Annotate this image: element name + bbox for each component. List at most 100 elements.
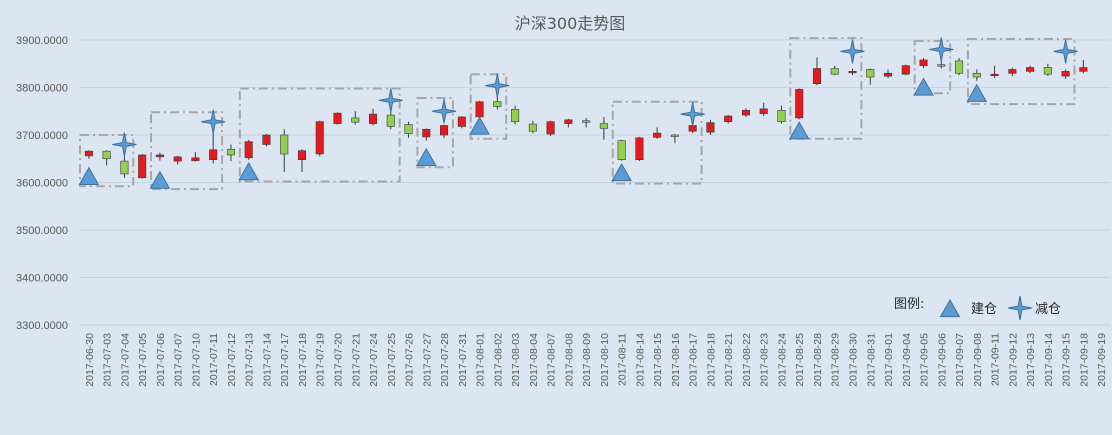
candle: [511, 105, 520, 125]
candle: [635, 136, 644, 162]
x-tick-label: 2017-07-06: [155, 333, 167, 387]
candle: [883, 69, 893, 78]
chart-title: 沪深300走势图: [515, 14, 626, 33]
candle: [226, 144, 235, 162]
highlight-box: [611, 100, 703, 185]
candle-body-down: [617, 140, 626, 160]
reduce-marker: [929, 37, 954, 62]
candle-body-down: [528, 123, 537, 132]
y-tick-label: 3300.0000: [16, 320, 68, 332]
x-tick-label: 2017-09-18: [1078, 333, 1090, 387]
x-tick-label: 2017-07-11: [208, 333, 220, 386]
candle: [209, 132, 218, 164]
reduce-marker: [112, 132, 137, 157]
candle: [262, 134, 271, 147]
reduce-marker: [485, 73, 510, 98]
x-tick-label: 2017-08-02: [492, 333, 504, 387]
candle-body-down: [937, 64, 946, 67]
x-tick-label: 2017-07-19: [315, 333, 327, 387]
candle: [564, 118, 573, 128]
candle: [546, 120, 555, 136]
candle: [440, 124, 449, 139]
candle: [795, 88, 804, 120]
candle-body-up: [84, 150, 93, 157]
x-tick-label: 2017-07-10: [190, 333, 202, 387]
candle-body-down: [599, 123, 608, 129]
highlight-boxes: [79, 37, 1076, 191]
build-marker: [238, 162, 260, 181]
highlight-box: [913, 39, 952, 95]
candle: [422, 128, 431, 141]
x-tick-label: 2017-08-11: [617, 333, 629, 386]
candle: [244, 139, 253, 160]
x-tick-label: 2017-09-13: [1025, 333, 1037, 387]
candle-body-down: [511, 109, 520, 122]
candle: [404, 121, 413, 138]
candle-body-down: [670, 134, 679, 137]
x-tick-label: 2017-08-15: [652, 333, 664, 387]
x-tick-label: 2017-08-28: [812, 333, 824, 387]
candle: [191, 152, 200, 162]
x-tick-label: 2017-09-08: [972, 333, 984, 387]
x-tick-label: 2017-09-04: [901, 333, 913, 387]
candle-body-up: [635, 137, 644, 161]
x-tick-label: 2017-07-05: [137, 333, 149, 387]
candle-body-up: [368, 113, 378, 124]
candle: [830, 65, 839, 76]
x-tick-label: 2017-08-14: [634, 333, 646, 387]
candle: [155, 152, 164, 161]
x-tick-label: 2017-07-17: [279, 333, 291, 387]
build-marker: [415, 147, 437, 166]
x-tick-label: 2017-07-28: [439, 333, 451, 387]
candle: [138, 154, 147, 179]
candle-body-down: [493, 101, 502, 107]
candle: [297, 149, 307, 173]
candle: [866, 68, 875, 85]
candle-body-down: [777, 110, 786, 123]
candle: [1043, 63, 1052, 77]
candle-body-up: [795, 89, 804, 119]
x-tick-label: 2017-08-21: [723, 333, 735, 387]
x-tick-label: 2017-09-12: [1007, 333, 1019, 387]
x-tick-label: 2017-08-22: [741, 333, 753, 387]
x-tick-label: 2017-07-24: [368, 333, 380, 387]
candle-body-up: [191, 157, 200, 161]
candle-body-down: [351, 117, 360, 123]
candle-body-up: [244, 141, 253, 159]
candle-body-up: [422, 129, 431, 138]
candle-body-up: [901, 65, 910, 75]
x-tick-label: 2017-07-31: [457, 333, 469, 387]
x-tick-label: 2017-08-25: [794, 333, 806, 387]
candle-body-up: [1026, 67, 1035, 72]
legend-build-label: 建仓: [971, 302, 997, 317]
highlight-box: [416, 96, 454, 169]
candle-body-up: [333, 112, 342, 124]
x-tick-label: 2017-08-29: [830, 333, 842, 387]
candle-body-down: [386, 114, 395, 127]
grid-layer: [80, 39, 1110, 326]
candle: [741, 108, 750, 117]
reduce-marker: [1053, 39, 1078, 64]
candle: [599, 116, 608, 140]
candle-body-up: [546, 121, 555, 135]
x-tick-label: 2017-08-04: [528, 333, 540, 387]
candle-body-up: [1008, 69, 1017, 74]
candle-body-down: [972, 72, 981, 78]
candle-body-up: [919, 59, 928, 66]
candle: [759, 102, 768, 116]
build-marker: [469, 116, 490, 135]
x-tick-label: 2017-08-18: [705, 333, 717, 387]
candle: [1008, 67, 1017, 77]
x-tick-label: 2017-08-23: [759, 333, 771, 387]
x-tick-label: 2017-08-16: [670, 333, 682, 387]
candle: [173, 155, 182, 165]
candle: [102, 150, 111, 166]
highlight-box: [789, 37, 863, 140]
candle-body-up: [315, 121, 324, 155]
x-tick-label: 2017-08-30: [848, 333, 860, 387]
candle-body-up: [848, 71, 857, 74]
candle: [706, 119, 715, 135]
highlight-box: [79, 134, 135, 188]
x-tick-label: 2017-08-09: [581, 333, 593, 387]
